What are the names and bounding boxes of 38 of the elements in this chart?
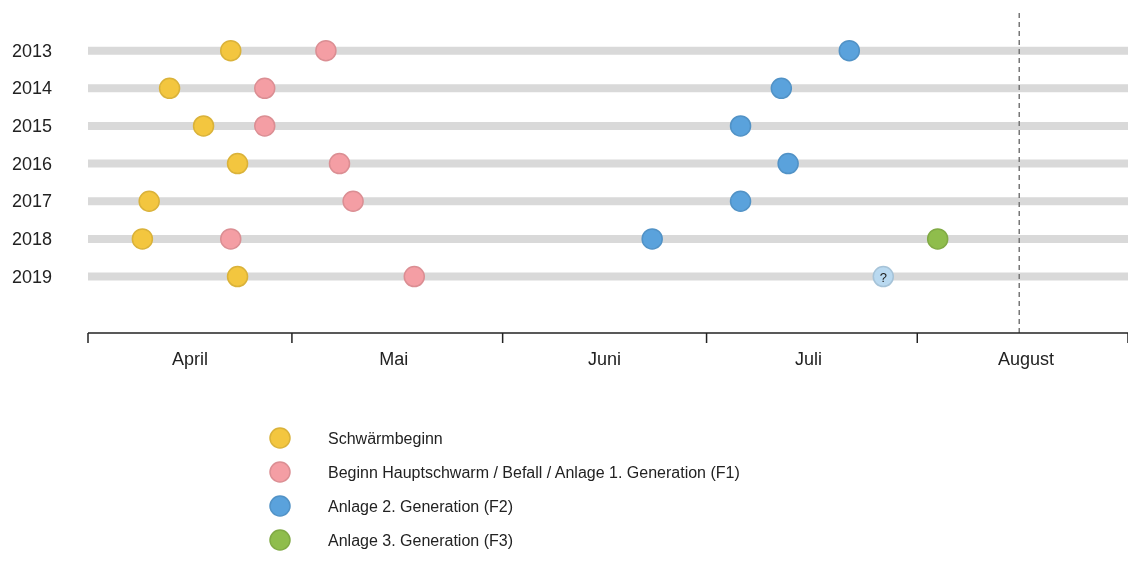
y-tick-label: 2014 [11,78,53,99]
x-tick-label: Juli [795,349,823,369]
point [220,228,242,250]
point [342,190,364,212]
point [926,228,949,250]
point [777,152,799,175]
annotation: ? [879,269,887,285]
point [253,77,276,100]
legend-label: Anlage 3. Generation (F3) [328,532,513,549]
point [328,152,351,175]
point [770,77,793,100]
point [729,190,752,212]
legend-label: Anlage 2. Generation (F2) [328,498,513,515]
y-tick-label: 2017 [11,191,53,212]
point [226,152,249,175]
point [729,115,752,137]
legend-label: Schwärmbeginn [328,430,443,447]
point [403,265,426,288]
x-tick-label: Mai [379,349,409,369]
y-tick-label: 2016 [11,153,53,174]
point [315,39,337,62]
x-tick-label: Juni [588,349,622,369]
point [192,115,215,137]
y-tick-label: 2015 [11,115,53,136]
point [253,115,276,137]
x-tick-label: April [171,349,208,369]
point [226,265,249,288]
point [641,228,663,250]
point [220,39,242,62]
x-tick-label: August [998,349,1055,369]
y-tick-label: 2018 [11,228,53,249]
point [158,77,181,100]
point [838,39,861,62]
legend-label: Beginn Hauptschwarm / Befall / Anlage 1. Generation (F1) [328,464,740,481]
point [138,190,160,212]
y-tick-label: 2013 [11,40,53,61]
point [131,228,154,250]
y-tick-label: 2019 [11,266,53,287]
